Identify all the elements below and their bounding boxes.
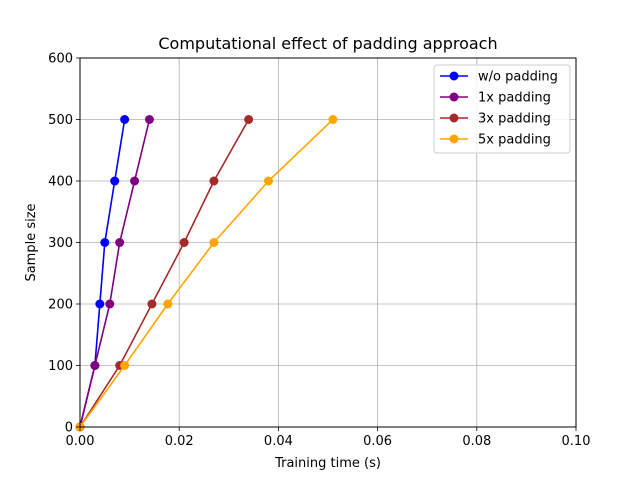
data-point: [120, 115, 130, 124]
legend-item: 5x padding: [440, 133, 551, 148]
y-tick-label: 0: [65, 421, 73, 436]
legend-marker: [449, 134, 459, 144]
legend-label: 5x padding: [478, 133, 551, 148]
series-line: [79, 118, 334, 428]
legend-label: w/o padding: [478, 70, 558, 85]
x-tick-label: 0.06: [363, 434, 392, 449]
y-tick-label: 600: [48, 52, 73, 67]
y-tick-label: 300: [48, 236, 73, 251]
data-point: [163, 299, 173, 309]
data-point: [130, 176, 140, 186]
y-tick-label: 500: [48, 113, 73, 128]
series-line: [79, 119, 250, 428]
ticks: 0.00 0.02 0.04 0.06 0.08 0.10 0 100 200 300 400 500…: [48, 52, 590, 450]
legend-item: 3x padding: [440, 112, 551, 127]
legend-label: 1x padding: [478, 91, 551, 106]
grid: [79, 57, 577, 428]
y-axis-label: Sample size: [24, 203, 39, 281]
legend-marker: [449, 113, 459, 123]
data-point: [120, 361, 130, 370]
y-tick-label: 100: [48, 359, 73, 374]
data-point: [105, 299, 115, 309]
x-tick-label: 0.00: [66, 434, 95, 449]
x-axis-label: Training time (s): [274, 456, 381, 471]
data-point: [115, 238, 125, 247]
x-tick-label: 0.08: [462, 434, 491, 449]
data-point: [147, 299, 157, 309]
chart-title: Computational effect of padding approach: [158, 34, 497, 53]
y-tick-label: 200: [48, 298, 73, 313]
data-point: [179, 238, 189, 247]
data-point: [209, 238, 219, 247]
legend-item: w/o padding: [440, 70, 558, 85]
legend-marker: [449, 71, 459, 81]
data-point: [90, 361, 100, 370]
legend: w/o padding 1x padding 3x padding 5x paddin…: [433, 64, 571, 154]
legend-item: 1x padding: [440, 91, 551, 106]
y-tick-label: 400: [48, 175, 73, 190]
legend-marker: [449, 92, 459, 102]
series-3: [75, 115, 338, 432]
data-point: [244, 115, 254, 124]
data-point: [328, 115, 338, 124]
data-point: [100, 238, 110, 247]
data-point: [209, 176, 219, 186]
data-point: [263, 176, 273, 186]
series-line: [79, 119, 151, 428]
x-tick-label: 0.10: [562, 434, 591, 449]
series-layer: [75, 115, 338, 432]
data-point: [95, 299, 105, 309]
legend-box: [433, 64, 571, 154]
data-point: [110, 176, 120, 186]
series-2: [75, 115, 254, 432]
x-tick-label: 0.02: [165, 434, 194, 449]
x-tick-label: 0.04: [264, 434, 293, 449]
data-point: [144, 115, 154, 124]
legend-label: 3x padding: [478, 112, 551, 127]
